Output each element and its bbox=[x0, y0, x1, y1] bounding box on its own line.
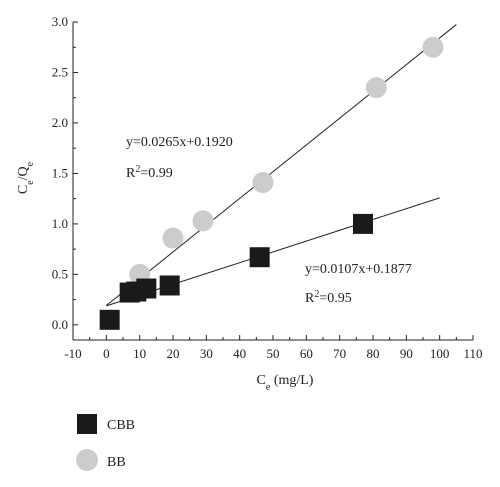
bb-r2-exp: 2 bbox=[135, 164, 140, 175]
legend-label-bb: BB bbox=[107, 455, 126, 470]
x-tick-label: -10 bbox=[64, 346, 81, 361]
x-tick-label: 30 bbox=[200, 346, 213, 361]
x-tick-label: 0 bbox=[103, 346, 110, 361]
x-tick-label: 90 bbox=[400, 346, 413, 361]
data-point-cbb bbox=[249, 247, 270, 268]
y-axis-title-mid: /Q bbox=[16, 166, 31, 180]
legend-label-cbb: CBB bbox=[107, 418, 135, 433]
plot-axes: 0.0 0.5 1.0 1.5 2.0 2.5 3.0 -10 0 10 20 30 40 50 60 70 8… bbox=[52, 14, 483, 361]
cbb-fit-equation: y=0.0107x+0.1877 bbox=[305, 262, 412, 277]
cbb-r2-value: =0.95 bbox=[319, 291, 351, 306]
x-tick-label: 110 bbox=[463, 346, 482, 361]
y-tick-label: 2.0 bbox=[52, 115, 68, 130]
y-axis-title-sub1: e bbox=[25, 180, 36, 185]
legend: CBB BB bbox=[76, 414, 135, 471]
bb-fit-equation: y=0.0265x+0.1920 bbox=[126, 135, 233, 150]
y-tick-label: 1.0 bbox=[52, 216, 68, 231]
data-point-bb bbox=[162, 227, 184, 249]
x-axis-title-unit: (mg/L) bbox=[270, 373, 313, 388]
x-axis-title: Ce (mg/L) bbox=[257, 373, 314, 393]
x-tick-label: 80 bbox=[367, 346, 380, 361]
cbb-r2-exp: 2 bbox=[314, 289, 319, 300]
legend-marker-cbb bbox=[77, 414, 97, 434]
data-point-cbb bbox=[136, 278, 157, 299]
x-tick-label: 60 bbox=[300, 346, 313, 361]
bb-r2-value: =0.99 bbox=[140, 166, 172, 181]
y-tick-label: 2.5 bbox=[52, 64, 68, 79]
y-tick-label: 3.0 bbox=[52, 14, 68, 29]
data-point-bb bbox=[365, 77, 387, 99]
y-axis-title-sub2: e bbox=[25, 161, 36, 166]
x-tick-label: 40 bbox=[233, 346, 246, 361]
x-tick-label: 10 bbox=[133, 346, 146, 361]
x-axis-title-main: C bbox=[257, 373, 266, 388]
data-point-bb bbox=[422, 36, 444, 58]
data-point-bb bbox=[252, 172, 274, 194]
x-tick-label: 20 bbox=[167, 346, 180, 361]
data-points bbox=[99, 36, 444, 330]
y-tick-label: 1.5 bbox=[52, 165, 68, 180]
x-tick-label: 70 bbox=[333, 346, 346, 361]
x-axis-title-sub: e bbox=[266, 382, 271, 393]
fit-line-bb bbox=[106, 24, 457, 306]
cbb-fit-r2: R2=0.95 bbox=[305, 289, 352, 307]
x-tick-label: 100 bbox=[430, 346, 450, 361]
cbb-r2-prefix: R bbox=[305, 291, 315, 306]
data-point-cbb bbox=[353, 213, 373, 234]
legend-marker-bb bbox=[76, 449, 98, 471]
bb-fit-r2: R2=0.99 bbox=[126, 164, 173, 182]
y-axis-title-main: C bbox=[16, 185, 31, 194]
y-tick-label: 0.0 bbox=[52, 317, 68, 332]
data-point-bb bbox=[192, 210, 214, 232]
y-axis-title: Ce/Qe bbox=[16, 161, 36, 194]
y-tick-label: 0.5 bbox=[52, 266, 68, 281]
x-tick-label: 50 bbox=[267, 346, 280, 361]
bb-r2-prefix: R bbox=[126, 166, 136, 181]
data-point-cbb bbox=[159, 275, 180, 296]
data-point-cbb bbox=[99, 309, 120, 330]
